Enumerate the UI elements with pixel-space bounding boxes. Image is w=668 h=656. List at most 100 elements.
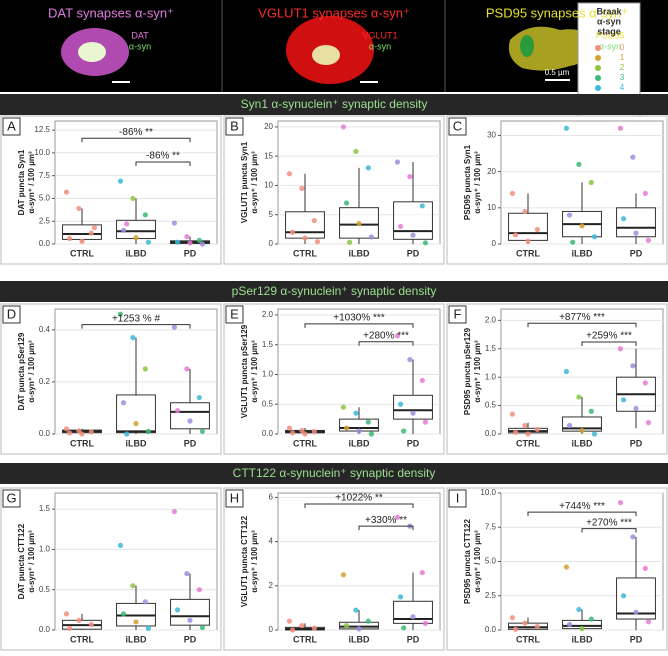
y-tick-label: 1.5 xyxy=(262,340,274,349)
y-tick-label: 7.5 xyxy=(485,522,497,531)
data-point xyxy=(124,221,130,227)
y-axis-label: α-syn⁺ / 100 µm³ xyxy=(250,530,259,593)
x-tick-label: iLBD xyxy=(349,438,370,448)
panel-frame xyxy=(223,487,445,651)
data-point xyxy=(142,599,148,605)
significance-label: +280% *** xyxy=(363,330,409,341)
data-point xyxy=(63,426,70,432)
data-point xyxy=(633,405,639,412)
data-point xyxy=(522,422,528,429)
significance-bracket xyxy=(358,525,414,531)
y-tick-label: 1.0 xyxy=(39,545,51,554)
data-point xyxy=(633,609,639,615)
data-point xyxy=(365,618,371,624)
significance-label: +270% *** xyxy=(586,517,632,528)
data-point xyxy=(630,154,636,160)
data-point xyxy=(512,626,519,632)
data-point xyxy=(142,212,148,218)
y-tick-label: 2.5 xyxy=(485,591,497,600)
data-point xyxy=(630,363,636,369)
panel-letter-box xyxy=(448,117,467,136)
section-title: CTT122 α-synuclein⁺ synaptic density xyxy=(233,466,436,480)
y-axis-label: α-syn⁺ / 100 µm³ xyxy=(250,340,259,403)
y-tick-label: 10.0 xyxy=(480,488,496,497)
scale-label: 0.5 µm xyxy=(545,68,570,77)
significance-bracket xyxy=(135,161,191,166)
data-point xyxy=(91,225,98,231)
data-point xyxy=(512,429,519,435)
y-tick-label: 0.5 xyxy=(39,585,51,594)
panel-frame xyxy=(0,303,222,455)
x-tick-label: iLBD xyxy=(349,248,370,258)
data-point xyxy=(66,235,73,242)
x-tick-label: CTRL xyxy=(70,634,94,644)
legend-marker xyxy=(595,85,601,91)
data-point xyxy=(76,617,82,623)
data-point xyxy=(63,189,70,195)
y-tick-label: 2 xyxy=(269,581,274,590)
data-point xyxy=(340,572,347,578)
data-point xyxy=(534,623,540,630)
significance-bracket xyxy=(527,322,637,328)
section-title: pSer129 α-synuclein⁺ synaptic density xyxy=(232,284,437,298)
data-point xyxy=(88,230,94,236)
significance-bracket xyxy=(581,341,637,346)
data-point xyxy=(645,237,652,243)
y-tick-label: 10.0 xyxy=(34,148,50,157)
data-point xyxy=(509,615,516,621)
panel-letter-box xyxy=(448,489,467,508)
data-point xyxy=(343,622,350,629)
data-point xyxy=(66,430,73,436)
data-point xyxy=(394,514,401,520)
section-title: Syn1 α-synuclein⁺ synaptic density xyxy=(241,97,428,111)
x-tick-label: PD xyxy=(184,634,197,644)
panel-frame xyxy=(0,487,222,651)
data-point xyxy=(353,607,359,613)
data-point xyxy=(397,223,404,230)
data-point xyxy=(563,368,570,375)
data-point xyxy=(563,564,570,570)
data-point xyxy=(120,611,127,617)
data-point xyxy=(76,205,82,212)
data-point xyxy=(145,428,152,434)
data-point xyxy=(419,203,425,209)
data-point xyxy=(353,148,359,155)
data-point xyxy=(299,622,305,629)
y-tick-label: 5.0 xyxy=(39,194,51,203)
significance-label: +1030% *** xyxy=(333,313,385,324)
data-point xyxy=(534,226,540,233)
data-point xyxy=(410,232,416,238)
significance-label: +330% ** xyxy=(365,515,407,526)
legend-title: Braak xyxy=(596,6,622,16)
y-tick-label: 5.0 xyxy=(485,557,497,566)
data-point xyxy=(617,346,624,352)
box xyxy=(116,394,156,434)
data-point xyxy=(174,239,181,245)
x-tick-label: PD xyxy=(407,634,420,644)
y-axis-label: α-syn⁺ / 100 µm³ xyxy=(250,151,259,214)
data-point xyxy=(642,380,648,386)
significance-label: -86% ** xyxy=(146,151,180,162)
panel-letter: I xyxy=(456,490,460,505)
data-point xyxy=(174,407,181,414)
data-point xyxy=(347,239,353,245)
section-bar xyxy=(0,281,668,302)
data-point xyxy=(576,606,582,613)
data-point xyxy=(566,422,573,429)
y-tick-label: 0 xyxy=(492,239,497,248)
data-point xyxy=(196,237,202,243)
render-label: DAT xyxy=(131,30,149,40)
panel-letter-box xyxy=(225,117,244,136)
y-axis-label: VGLUT1 puncta Syn1 xyxy=(240,141,249,223)
y-tick-label: 12.5 xyxy=(34,125,50,134)
y-axis-label: VGLUT1 puncta CTT122 xyxy=(240,515,249,607)
data-point xyxy=(145,239,152,245)
render-label: α-syn xyxy=(129,41,151,51)
y-tick-label: 15 xyxy=(264,151,273,160)
data-point xyxy=(642,565,648,571)
data-point xyxy=(356,428,362,434)
data-point xyxy=(368,234,375,240)
y-tick-label: 0.4 xyxy=(39,325,51,334)
data-point xyxy=(340,124,347,130)
data-point xyxy=(620,397,627,403)
